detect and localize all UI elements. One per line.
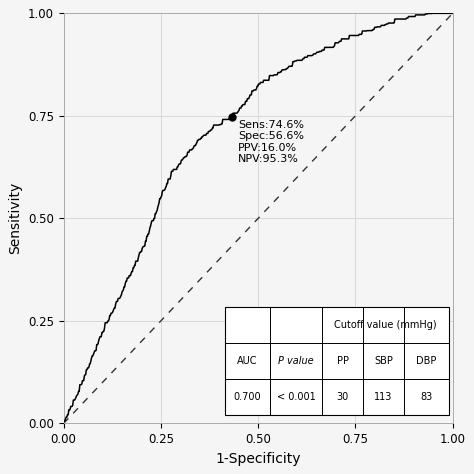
Text: 83: 83	[420, 392, 433, 402]
FancyBboxPatch shape	[225, 307, 449, 415]
X-axis label: 1-Specificity: 1-Specificity	[215, 452, 301, 465]
Text: 0.700: 0.700	[234, 392, 261, 402]
Text: < 0.001: < 0.001	[277, 392, 315, 402]
Text: 30: 30	[337, 392, 349, 402]
Text: 113: 113	[374, 392, 393, 402]
Text: Cutoff value (mmHg): Cutoff value (mmHg)	[334, 319, 437, 329]
Text: DBP: DBP	[416, 356, 437, 366]
Text: SBP: SBP	[374, 356, 393, 366]
Text: PP: PP	[337, 356, 349, 366]
Text: AUC: AUC	[237, 356, 258, 366]
Text: Sens:74.6%
Spec:56.6%
PPV:16.0%
NPV:95.3%: Sens:74.6% Spec:56.6% PPV:16.0% NPV:95.3…	[238, 119, 304, 164]
Text: P value: P value	[278, 356, 314, 366]
Y-axis label: Sensitivity: Sensitivity	[9, 182, 22, 255]
